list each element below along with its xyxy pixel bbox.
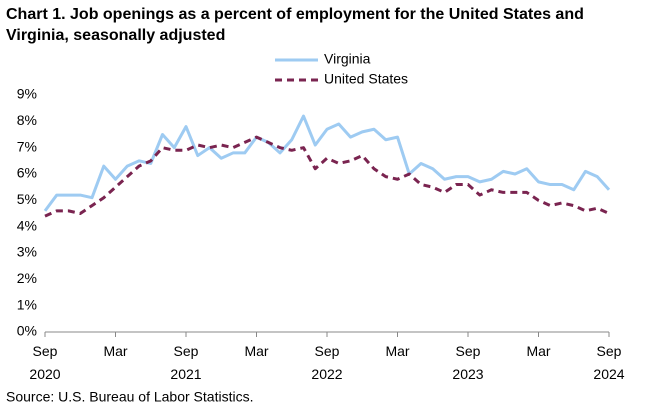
y-tick-label: 2% xyxy=(17,270,37,286)
legend-label: United States xyxy=(324,71,408,87)
y-tick-label: 0% xyxy=(17,323,37,339)
chart-title: Chart 1. Job openings as a percent of em… xyxy=(6,6,584,44)
x-tick-label: Sep 2024 xyxy=(593,343,624,382)
x-tick-label: Sep 2021 xyxy=(170,343,201,382)
y-tick-label: 6% xyxy=(17,165,37,181)
y-tick-label: 9% xyxy=(17,86,37,102)
y-tick-label: 1% xyxy=(17,296,37,312)
x-tick-label: Mar xyxy=(526,343,550,359)
y-tick-label: 4% xyxy=(17,217,37,233)
series-line xyxy=(43,114,611,212)
x-tick-label: Sep 2020 xyxy=(29,343,60,382)
y-tick-label: 8% xyxy=(17,112,37,128)
x-tick-label: Sep 2023 xyxy=(452,343,483,382)
x-tick-label: Mar xyxy=(244,343,268,359)
y-tick-label: 7% xyxy=(17,138,37,154)
x-tick-label: Sep 2022 xyxy=(311,343,342,382)
x-tick-label: Mar xyxy=(103,343,127,359)
x-tick-label: Mar xyxy=(385,343,409,359)
y-tick-label: 5% xyxy=(17,191,37,207)
source-note: Source: U.S. Bureau of Labor Statistics. xyxy=(6,389,253,405)
legend-label: Virginia xyxy=(324,51,371,67)
series-line xyxy=(44,135,610,218)
y-tick-label: 3% xyxy=(17,244,37,260)
